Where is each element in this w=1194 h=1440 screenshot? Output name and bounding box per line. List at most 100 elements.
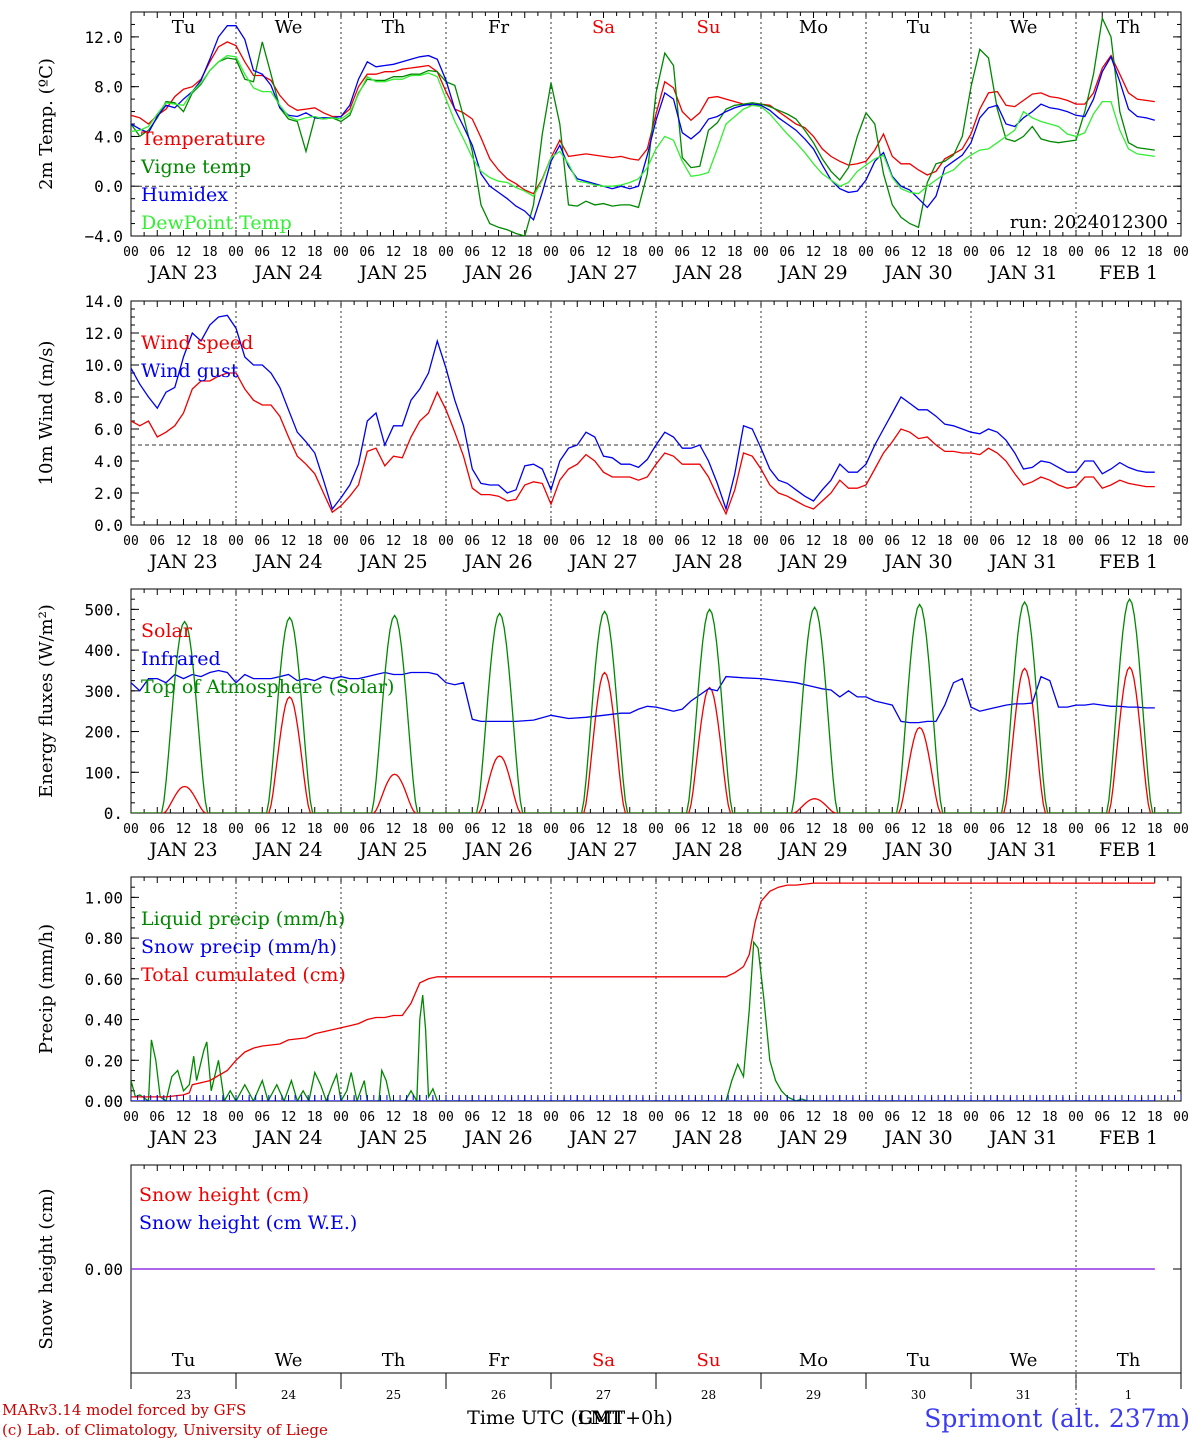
date-label: JAN 26 xyxy=(462,1127,532,1149)
legend-entry: DewPoint Temp xyxy=(141,212,292,234)
hour-tick-label: 18 xyxy=(307,822,323,837)
hour-tick-label: 18 xyxy=(727,1110,743,1125)
hour-tick-label: 18 xyxy=(307,1110,323,1125)
day-number: 31 xyxy=(1016,1388,1031,1402)
day-number: 27 xyxy=(596,1388,611,1402)
date-label: JAN 26 xyxy=(462,551,532,573)
day-number: 25 xyxy=(386,1388,401,1402)
hour-tick-label: 12 xyxy=(596,1110,612,1125)
y-tick-label: 10.0 xyxy=(84,356,123,375)
date-label: JAN 29 xyxy=(777,1127,847,1149)
y-tick-label: 300. xyxy=(84,682,123,701)
hour-tick-label: 18 xyxy=(412,245,428,260)
hour-tick-label: 18 xyxy=(1042,245,1058,260)
hour-tick-label: 18 xyxy=(622,1110,638,1125)
hour-tick-label: 00 xyxy=(1068,822,1084,837)
y-axis-label: Snow height (cm) xyxy=(36,1188,57,1349)
hour-tick-label: 06 xyxy=(1094,534,1110,549)
y-axis-label: 2m Temp. (ºC) xyxy=(36,58,57,190)
y-tick-label: 8.0 xyxy=(94,388,123,407)
hour-tick-label: 06 xyxy=(254,534,270,549)
hour-tick-label: 12 xyxy=(176,822,192,837)
hour-tick-label: 12 xyxy=(596,245,612,260)
hour-tick-label: 06 xyxy=(254,1110,270,1125)
panel-1: −4.0 0.0 4.0 8.0 12.0 2m Temp. (ºC) Temperatur… xyxy=(36,11,1189,284)
weekday-label: Sa xyxy=(592,17,615,38)
x-axis-label: Time UTC (GMT+0h) xyxy=(467,1407,673,1429)
weekday-label: We xyxy=(1010,1350,1038,1371)
day-number: 23 xyxy=(176,1388,191,1402)
hour-tick-label: 12 xyxy=(281,1110,297,1125)
date-label: JAN 24 xyxy=(252,262,322,284)
hour-tick-label: 12 xyxy=(911,822,927,837)
series-line-temperature xyxy=(131,41,1155,195)
hour-tick-label: 12 xyxy=(911,1110,927,1125)
date-label: JAN 30 xyxy=(882,262,952,284)
series-line-total-cumulated-cm- xyxy=(131,882,1155,1098)
hour-tick-label: 06 xyxy=(989,822,1005,837)
hour-tick-label: 12 xyxy=(596,822,612,837)
legend-entry: Humidex xyxy=(141,184,228,206)
hour-tick-label: 12 xyxy=(806,245,822,260)
legend-entry: Temperature xyxy=(141,128,265,150)
date-label: JAN 31 xyxy=(987,1127,1057,1149)
weekday-label: Mo xyxy=(799,17,828,38)
y-tick-label: −4.0 xyxy=(84,227,123,246)
hour-tick-label: 12 xyxy=(386,1110,402,1125)
hour-tick-label: 12 xyxy=(1016,822,1032,837)
series-line-wind-gust xyxy=(131,314,1155,512)
series-line-liquid-precip-mm-h- xyxy=(131,940,1155,1101)
date-label: JAN 23 xyxy=(147,1127,217,1149)
hour-tick-label: 18 xyxy=(412,534,428,549)
hour-tick-label: 06 xyxy=(779,822,795,837)
hour-tick-label: 12 xyxy=(176,534,192,549)
hour-tick-label: 00 xyxy=(753,534,769,549)
date-label: JAN 25 xyxy=(357,262,427,284)
hour-tick-label: 18 xyxy=(1042,822,1058,837)
hour-tick-label: 06 xyxy=(464,245,480,260)
date-label: JAN 29 xyxy=(777,551,847,573)
hour-tick-label: 00 xyxy=(753,1110,769,1125)
hour-tick-label: 18 xyxy=(202,1110,218,1125)
weekday-label: Th xyxy=(382,1350,406,1371)
series-line-top-of-atmosphere-solar- xyxy=(131,597,1181,813)
hour-tick-label: 00 xyxy=(438,822,454,837)
hour-tick-label: 00 xyxy=(123,1110,139,1125)
hour-tick-label: 18 xyxy=(202,822,218,837)
day-number: 29 xyxy=(806,1388,821,1402)
date-label: JAN 27 xyxy=(567,262,637,284)
weekday-label: Tu xyxy=(907,1350,931,1371)
weekday-label: We xyxy=(275,17,303,38)
hour-tick-label: 12 xyxy=(1121,822,1137,837)
hour-tick-label: 00 xyxy=(333,245,349,260)
hour-tick-label: 18 xyxy=(517,534,533,549)
hour-tick-label: 12 xyxy=(1121,245,1137,260)
hour-tick-label: 00 xyxy=(963,1110,979,1125)
y-tick-label: 100. xyxy=(84,763,123,782)
hour-tick-label: 18 xyxy=(202,534,218,549)
panel-2: 0.0 2.0 4.0 6.0 8.0 10.0 12.0 14.0 10m Wind (m/s… xyxy=(36,292,1189,573)
date-label: JAN 27 xyxy=(567,551,637,573)
date-label: JAN 24 xyxy=(252,1127,322,1149)
hour-tick-label: 00 xyxy=(543,822,559,837)
y-tick-label: 0.40 xyxy=(84,1011,123,1030)
hour-tick-label: 12 xyxy=(806,534,822,549)
hour-tick-label: 18 xyxy=(937,245,953,260)
hour-tick-label: 18 xyxy=(1147,245,1163,260)
series-group xyxy=(131,597,1181,813)
hour-tick-label: 18 xyxy=(727,822,743,837)
date-label: FEB 1 xyxy=(1099,262,1158,284)
panel-3: 0. 100. 200. 300. 400. 500. Energy fluxes (W/m… xyxy=(36,588,1189,861)
date-label: JAN 28 xyxy=(672,551,742,573)
y-tick-label: 0.0 xyxy=(94,516,123,535)
hour-tick-label: 00 xyxy=(753,245,769,260)
date-label: JAN 29 xyxy=(777,839,847,861)
hour-tick-label: 06 xyxy=(359,822,375,837)
series-line-dewpoint-temp xyxy=(131,54,1155,198)
hour-tick-label: 06 xyxy=(464,534,480,549)
hour-tick-label: 00 xyxy=(858,245,874,260)
hour-tick-label: 12 xyxy=(1016,1110,1032,1125)
date-label: JAN 27 xyxy=(567,1127,637,1149)
hour-tick-label: 00 xyxy=(1068,534,1084,549)
legend-entry: Wind speed xyxy=(141,332,253,354)
